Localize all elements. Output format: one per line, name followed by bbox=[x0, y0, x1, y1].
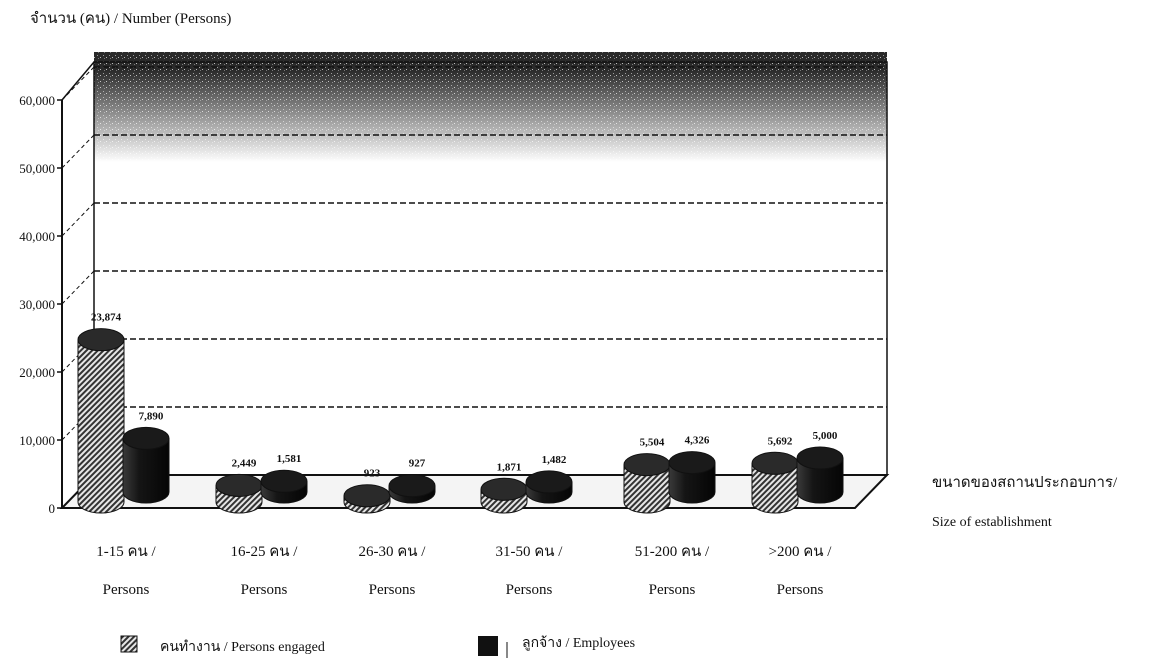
bar-s0-0 bbox=[77, 328, 125, 514]
x-axis-title-line1: ขนาดของสถานประกอบการ/ bbox=[932, 475, 1118, 491]
x-category-1-line2: Persons bbox=[241, 582, 288, 598]
data-label-s1-1: 1,581 bbox=[277, 453, 302, 465]
bar-s0-0-body bbox=[77, 339, 125, 514]
bar-s0-4 bbox=[623, 453, 671, 514]
data-label-s1-5: 5,000 bbox=[813, 430, 838, 442]
x-category-0-line1: 1-15 คน / bbox=[96, 544, 156, 560]
data-label-s1-4: 4,326 bbox=[685, 435, 710, 447]
bar-s0-0-top bbox=[77, 328, 125, 352]
legend-label-employees: ลูกจ้าง / Employees bbox=[522, 635, 635, 651]
y-axis-ticks: 0 10,000 20,000 30,000 40,000 50,000 60,000 bbox=[19, 93, 62, 516]
bar-s0-1 bbox=[215, 473, 263, 514]
x-axis-title-line2: Size of establishment bbox=[932, 515, 1052, 530]
bar-s0-5 bbox=[751, 451, 799, 514]
y-tick-label: 10,000 bbox=[19, 433, 55, 448]
x-category-4-line1: 51-200 คน / bbox=[635, 544, 710, 560]
grid-line-side bbox=[61, 134, 95, 169]
y-tick-label: 0 bbox=[49, 501, 56, 516]
x-category-5-line1: >200 คน / bbox=[769, 544, 833, 560]
bar-s1-5-top bbox=[796, 446, 844, 470]
y-tick-label: 20,000 bbox=[19, 365, 55, 380]
bar-s0-4-top bbox=[623, 453, 671, 477]
bar-s1-3-top bbox=[525, 470, 573, 494]
bar-s1-1-top bbox=[260, 469, 308, 493]
bar-s0-2 bbox=[343, 484, 391, 514]
data-label-s1-0: 7,890 bbox=[139, 410, 164, 422]
bar-series: 23,874 2,449 923 1,871 5,504 5,692 7,890 1,581 9… bbox=[77, 312, 844, 514]
y-tick-label: 60,000 bbox=[19, 93, 55, 108]
x-category-4-line2: Persons bbox=[649, 582, 696, 598]
x-category-0-line2: Persons bbox=[103, 582, 150, 598]
bar-s1-2-top bbox=[388, 474, 436, 498]
x-category-2-line2: Persons bbox=[369, 582, 416, 598]
y-tick-label: 40,000 bbox=[19, 229, 55, 244]
x-category-5-line2: Persons bbox=[777, 582, 824, 598]
bar-s0-3 bbox=[480, 477, 528, 514]
data-label-s0-0: 23,874 bbox=[91, 312, 122, 324]
data-label-s0-1: 2,449 bbox=[232, 457, 257, 469]
legend-swatch-persons-engaged bbox=[120, 635, 138, 653]
back-wall-fade bbox=[94, 70, 887, 162]
y-tick-label: 50,000 bbox=[19, 161, 55, 176]
bar-s1-3 bbox=[525, 470, 573, 504]
bar-s1-5 bbox=[796, 446, 844, 504]
x-category-3-line1: 31-50 คน / bbox=[496, 544, 564, 560]
grid-line-side bbox=[61, 270, 95, 305]
data-label-s0-2: 923 bbox=[364, 468, 381, 480]
data-label-s1-3: 1,482 bbox=[542, 454, 567, 466]
legend-label-persons-engaged: คนทำงาน / Persons engaged bbox=[160, 640, 325, 655]
bar-s0-3-top bbox=[480, 477, 528, 501]
bar-s1-2 bbox=[388, 474, 436, 504]
legend: คนทำงาน / Persons engaged ลูกจ้าง / Empl… bbox=[120, 635, 635, 658]
bar-s0-1-top bbox=[215, 473, 263, 497]
bar-s1-1 bbox=[260, 469, 308, 504]
x-category-3-line2: Persons bbox=[506, 582, 553, 598]
y-axis-title: จำนวน (คน) / Number (Persons) bbox=[30, 10, 231, 27]
left-wall-top-edge bbox=[61, 61, 95, 101]
x-category-2-line1: 26-30 คน / bbox=[359, 544, 427, 560]
bar-s1-4-top bbox=[668, 451, 716, 475]
x-axis-categories: 1-15 คน / Persons 16-25 คน / Persons 26-30 ค… bbox=[96, 544, 832, 598]
data-label-s1-2: 927 bbox=[409, 458, 426, 470]
legend-swatch-employees bbox=[478, 636, 498, 656]
data-label-s0-3: 1,871 bbox=[497, 461, 522, 473]
x-category-1-line1: 16-25 คน / bbox=[231, 544, 299, 560]
data-label-s0-4: 5,504 bbox=[640, 437, 665, 449]
bar-s1-0-top bbox=[122, 426, 170, 450]
bar-s1-0 bbox=[122, 426, 170, 504]
bar-s1-4 bbox=[668, 451, 716, 504]
grid-lines bbox=[61, 66, 887, 441]
y-tick-label: 30,000 bbox=[19, 297, 55, 312]
grid-line-side bbox=[61, 66, 95, 101]
data-label-s0-5: 5,692 bbox=[768, 435, 793, 447]
grid-line-side bbox=[61, 202, 95, 237]
bar-s0-2-top bbox=[343, 484, 391, 508]
bar-s0-5-top bbox=[751, 451, 799, 475]
plot-frame bbox=[59, 52, 890, 509]
